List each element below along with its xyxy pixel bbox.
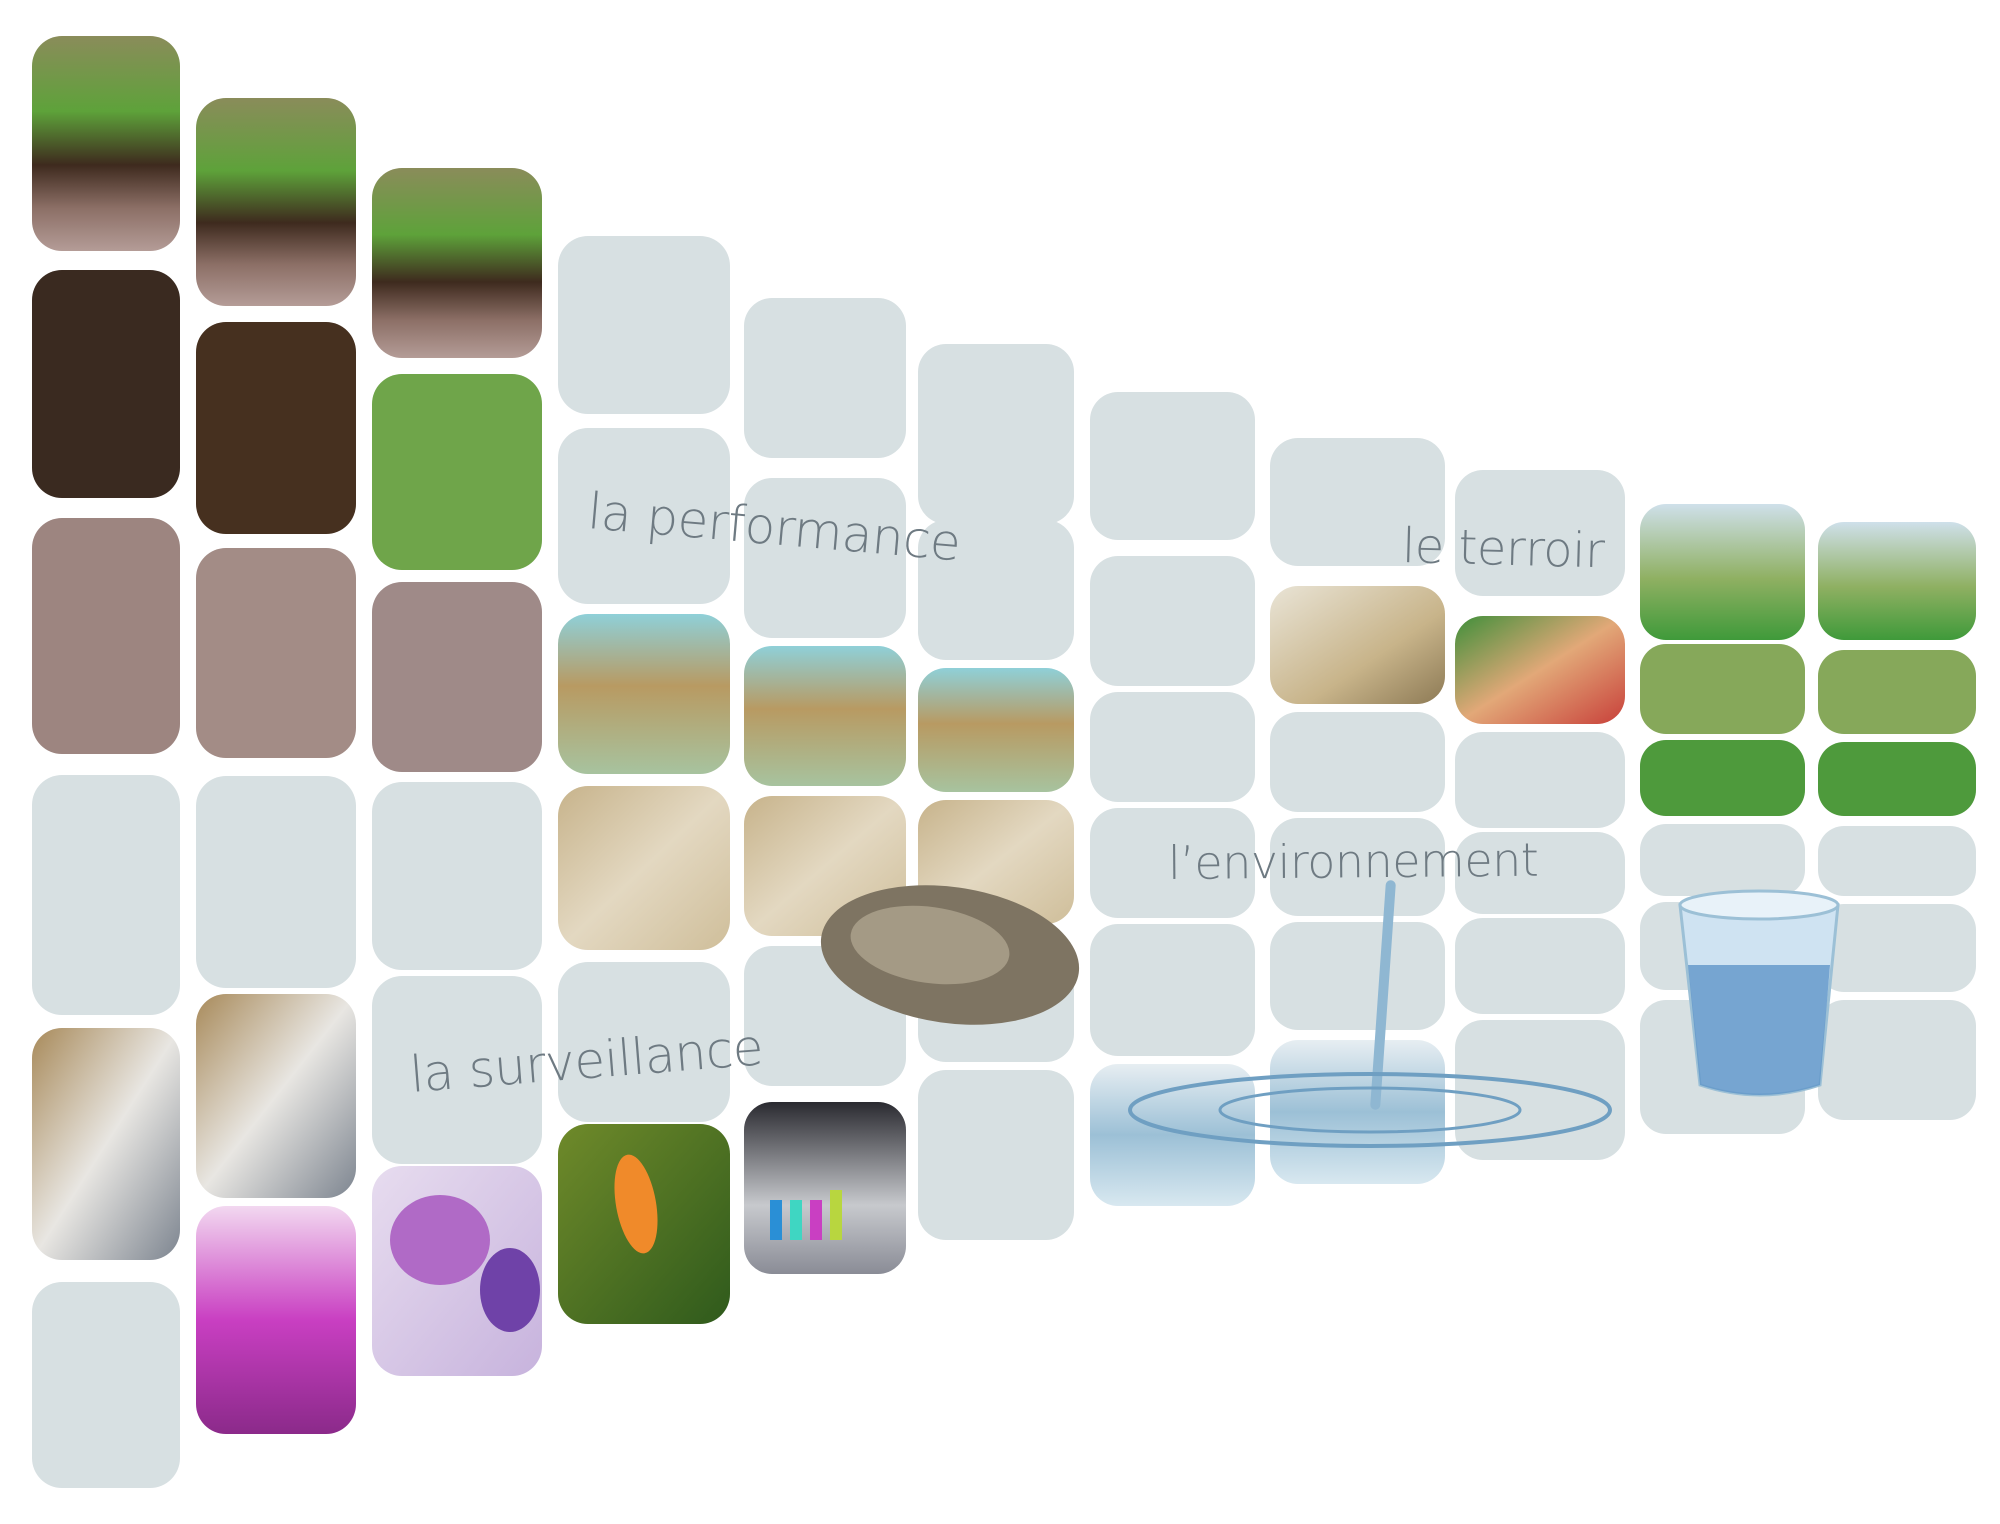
mosaic-tile-horse — [196, 322, 356, 534]
mosaic-tile-empty — [744, 298, 906, 458]
mosaic-tile-orchard — [1818, 742, 1976, 816]
mosaic-tile-empty — [558, 236, 730, 414]
mosaic-tile-empty — [744, 478, 906, 638]
mosaic-tile-empty — [32, 775, 180, 1015]
mosaic-tile-child-apple — [1455, 616, 1625, 724]
mosaic-tile-empty — [1090, 808, 1255, 918]
mosaic-tile-empty — [372, 976, 542, 1164]
mosaic-tile-empty — [1455, 832, 1625, 914]
mosaic-tile-horse — [32, 270, 180, 498]
mosaic-tile-empty — [1270, 818, 1445, 916]
mosaic-tile-empty — [1270, 922, 1445, 1030]
mosaic-tile-empty — [196, 776, 356, 988]
mosaic-tile-empty — [372, 782, 542, 970]
test-tube-liquid — [790, 1200, 802, 1240]
mosaic-tile-empty — [1270, 712, 1445, 812]
mosaic-tile-empty — [1455, 732, 1625, 828]
water-ripple — [1218, 1086, 1522, 1134]
mosaic-tile-beach — [558, 614, 730, 774]
oyster-highlight — [850, 905, 1010, 985]
water-jet — [1370, 880, 1396, 1110]
mosaic-tile-empty — [558, 428, 730, 604]
mosaic-tile-empty — [1818, 904, 1976, 992]
mosaic-tile-beach — [918, 668, 1074, 792]
mosaic-tile-horse — [32, 518, 180, 754]
cell-nucleus — [480, 1248, 540, 1332]
mosaic-tile-orchard — [1640, 740, 1805, 816]
mosaic-tile-empty — [1090, 556, 1255, 686]
mosaic-tile-empty — [1818, 1000, 1976, 1120]
cell-nucleus — [390, 1195, 490, 1285]
mosaic-tile-horse — [196, 98, 356, 306]
mosaic-tile-empty — [1640, 824, 1805, 896]
mosaic-tile-empty — [1270, 438, 1445, 566]
mosaic-tile-empty — [1455, 918, 1625, 1014]
mosaic-tile-empty — [1455, 1020, 1625, 1160]
mosaic-tile-purple-flasks — [196, 1206, 356, 1434]
mosaic-tile-empty — [1090, 924, 1255, 1056]
caption-terroir: le terroir — [1401, 518, 1605, 580]
mosaic-tile-lab-scientist — [32, 1028, 180, 1260]
mosaic-tile-empty — [1818, 826, 1976, 896]
mosaic-tile-empty — [918, 520, 1074, 660]
mosaic-tile-orchard — [1818, 522, 1976, 640]
glass-rim — [1678, 889, 1840, 921]
mosaic-tile-empty — [1455, 470, 1625, 596]
mosaic-tile-test-tubes — [744, 1102, 906, 1274]
mosaic-tile-horse — [372, 168, 542, 358]
mosaic-tile-empty — [558, 962, 730, 1122]
test-tube-liquid — [770, 1200, 782, 1240]
mosaic-tile-lab-hood — [196, 994, 356, 1198]
mosaic-tile-empty — [1090, 692, 1255, 802]
mosaic-tile-empty — [918, 344, 1074, 524]
glass-water-level — [1688, 965, 1830, 1095]
mosaic-tile-horse — [372, 582, 542, 772]
bacterium-shape — [614, 1154, 658, 1254]
mosaic-tile-cheese — [1270, 586, 1445, 704]
mosaic-tile-empty — [918, 1070, 1074, 1240]
mosaic-tile-horse — [372, 374, 542, 570]
mosaic-tile-empty — [1090, 392, 1255, 540]
test-tube-liquid — [830, 1190, 842, 1240]
mosaic-tile-sea-sand — [558, 786, 730, 950]
mosaic-tile-orchard — [1818, 650, 1976, 734]
mosaic-tile-water-ripple — [1090, 1064, 1255, 1206]
mosaic-tile-orchard — [1640, 644, 1805, 734]
mosaic-tile-beach — [744, 646, 906, 786]
test-tube-liquid — [810, 1200, 822, 1240]
mosaic-tile-horse — [32, 36, 180, 251]
caption-environnement: l’environnement — [1167, 832, 1539, 890]
mosaic-tile-empty — [32, 1282, 180, 1488]
water-ripple — [1128, 1072, 1612, 1148]
mosaic-tile-orchard — [1640, 504, 1805, 640]
mosaic-tile-horse — [196, 548, 356, 758]
mosaic-tile-water-ripple — [1270, 1040, 1445, 1184]
